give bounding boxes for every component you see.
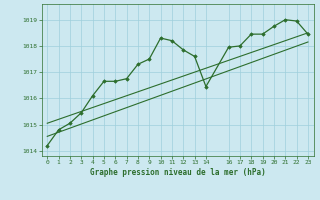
X-axis label: Graphe pression niveau de la mer (hPa): Graphe pression niveau de la mer (hPa)	[90, 168, 266, 177]
